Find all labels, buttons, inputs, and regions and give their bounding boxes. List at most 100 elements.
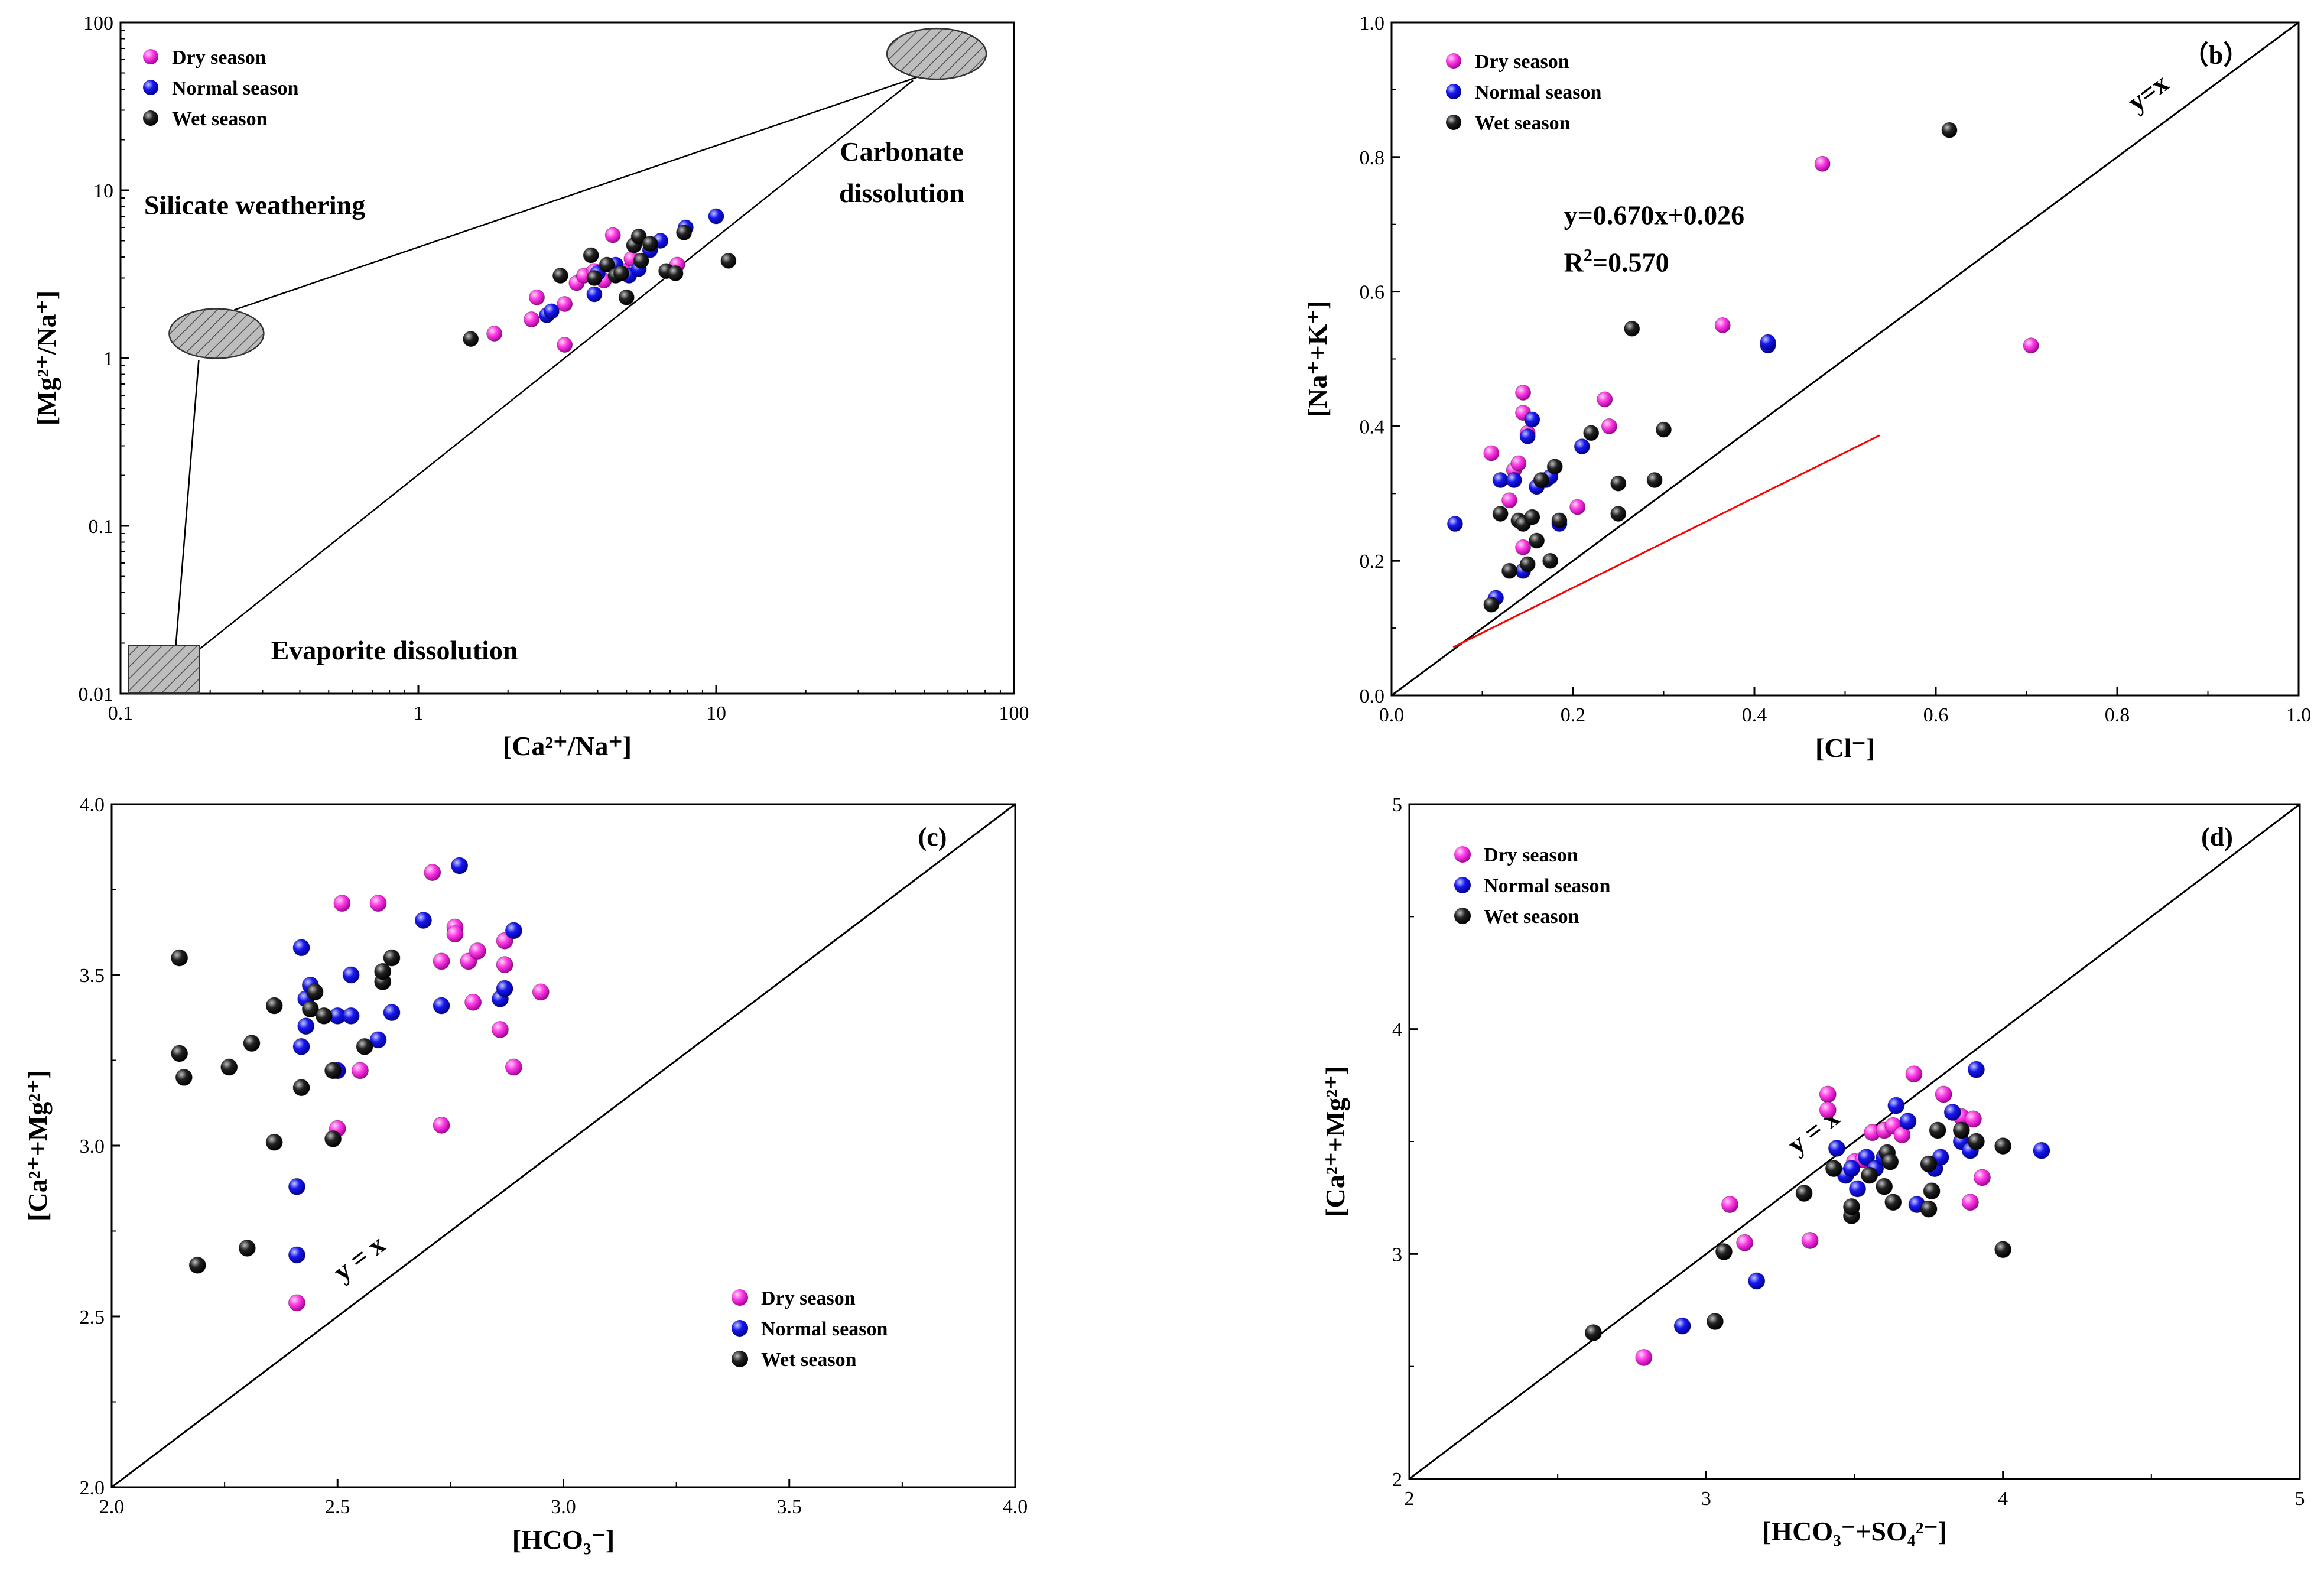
legend-marker (1454, 908, 1471, 924)
panel-label: (d) (2201, 822, 2233, 851)
y-tick-label: 2.0 (80, 1477, 105, 1499)
data-point (188, 1256, 206, 1274)
x-tick-label: 10 (706, 703, 726, 724)
x-axis-label: [HCO₃⁻+SO₄²⁻] (1762, 1516, 1947, 1546)
mixing-line-silicate-carbonate (233, 73, 925, 311)
legend-marker (1446, 53, 1461, 69)
legend-marker (732, 1320, 748, 1337)
series-normal-season (288, 857, 522, 1264)
data-point (1597, 391, 1613, 408)
legend: Dry season Normal season Wet season (143, 47, 298, 130)
data-point (1715, 1243, 1733, 1261)
data-point (1884, 1194, 1902, 1211)
data-point (1583, 425, 1600, 441)
data-point (1519, 556, 1536, 573)
data-point (1492, 472, 1509, 489)
data-point (1814, 155, 1831, 172)
data-point (1994, 1241, 2012, 1259)
panel-c: 2.0 2.5 3.0 3.5 4.0 2.0 2.5 3.0 3.5 4.0 [HCO₃⁻] [Ca… (22, 794, 1028, 1555)
data-point (369, 895, 387, 912)
y-axis-label: [Na⁺+K⁺] (1302, 301, 1332, 417)
annotation-2: dissolution (839, 178, 964, 208)
data-point (464, 993, 482, 1011)
data-point (630, 228, 647, 245)
legend-marker (732, 1289, 748, 1306)
data-point (1506, 472, 1522, 489)
legend-label: Dry season (761, 1287, 856, 1309)
data-point (1492, 505, 1509, 522)
y-tick-label: 0.4 (1360, 416, 1385, 438)
legend-marker (143, 80, 158, 95)
data-point (1501, 492, 1518, 509)
y-tick-label: 0.2 (1360, 551, 1385, 573)
data-point (1610, 475, 1627, 492)
data-point (633, 252, 649, 269)
data-point (297, 1017, 315, 1035)
y-axis-label: [Mg²⁺/Na⁺] (31, 291, 61, 425)
data-point (1524, 411, 1540, 428)
data-point (301, 1000, 319, 1018)
series-wet-season (171, 949, 401, 1274)
data-point (1447, 516, 1463, 532)
data-point (1858, 1149, 1876, 1166)
data-point (469, 942, 486, 960)
regression-r2: R2=0.570 (1564, 245, 1669, 277)
y-tick-label: 2 (1392, 1469, 1402, 1491)
data-point (1941, 122, 1958, 138)
data-point (288, 1178, 305, 1195)
x-tick-label: 0.4 (1742, 704, 1767, 726)
x-tick-label: 5 (2295, 1488, 2305, 1510)
evaporite-region (128, 645, 200, 694)
data-point (1515, 539, 1532, 555)
x-axis-label: [Cl⁻] (1815, 733, 1875, 763)
legend-marker (143, 49, 158, 64)
y-tick-label: 1 (103, 348, 113, 370)
legend-label: Normal season (1475, 82, 1601, 103)
data-point (529, 289, 545, 305)
data-point (667, 265, 684, 282)
legend: Dry season Normal season Wet season (732, 1287, 888, 1371)
data-point (1967, 1133, 1985, 1150)
y-tick-label: 2.5 (80, 1306, 105, 1328)
data-point (1760, 334, 1776, 350)
series-normal-season (1447, 334, 1776, 606)
data-point (1819, 1101, 1837, 1119)
data-point (1819, 1085, 1837, 1103)
data-point (1510, 455, 1527, 472)
panel-label: （b） (2183, 41, 2249, 70)
annotation-3: Evaporite dissolution (271, 635, 518, 665)
legend-label: Wet season (172, 108, 268, 130)
data-point (491, 1020, 509, 1038)
data-point (524, 311, 540, 328)
data-point (292, 1038, 310, 1055)
y-tick-label: 1.0 (1360, 12, 1385, 34)
data-point (1721, 1196, 1739, 1214)
data-point (1849, 1180, 1867, 1198)
data-point (1635, 1348, 1653, 1366)
carbonate-region (886, 27, 987, 80)
data-point (1483, 445, 1500, 461)
x-tick-label: 3.0 (551, 1496, 576, 1518)
data-point (1964, 1110, 1982, 1128)
y-tick-label: 10 (93, 180, 113, 202)
data-point (618, 289, 635, 305)
data-point (1714, 317, 1731, 334)
data-point (243, 1035, 261, 1052)
data-point (1519, 428, 1536, 444)
data-point (1624, 320, 1640, 337)
data-point (1542, 552, 1559, 569)
legend-label: Dry season (1484, 844, 1578, 866)
panel-b: 0.0 0.2 0.4 0.6 0.8 1.0 0.0 0.2 0.4 0.6 0.8 1.0 [Cl⁻… (1302, 12, 2311, 763)
x-tick-label: 100 (999, 703, 1029, 724)
data-point (265, 997, 283, 1015)
data-point (356, 1038, 373, 1055)
data-point (1656, 421, 1672, 438)
legend-marker (732, 1351, 748, 1367)
axis-ticks: 0.0 0.2 0.4 0.6 0.8 1.0 0.0 0.2 0.4 0.6 0.8 1.0 (1360, 12, 2312, 726)
data-point (1483, 596, 1500, 613)
data-point (463, 331, 479, 347)
data-point (324, 1062, 342, 1079)
data-point (1943, 1104, 1961, 1121)
data-point (1801, 1231, 1819, 1249)
